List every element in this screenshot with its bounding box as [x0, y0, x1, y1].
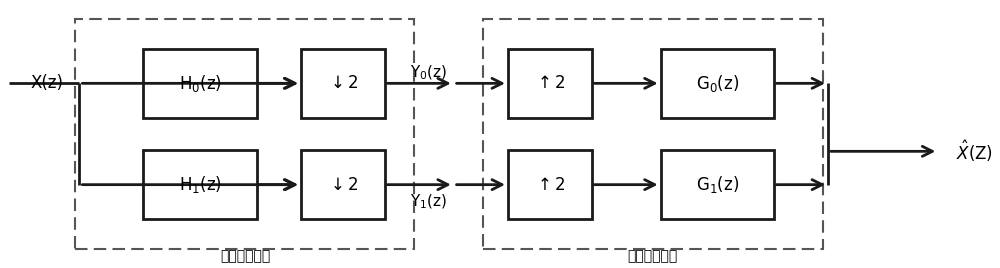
Text: $\hat{X}$(Z): $\hat{X}$(Z) — [956, 139, 993, 164]
Text: Y$_0$(z): Y$_0$(z) — [410, 64, 448, 82]
Text: $\uparrow$2: $\uparrow$2 — [534, 74, 565, 92]
Bar — [661, 150, 774, 219]
Text: $\downarrow$2: $\downarrow$2 — [327, 176, 359, 194]
Text: G$_1$(z): G$_1$(z) — [696, 174, 739, 195]
Text: H$_1$(z): H$_1$(z) — [179, 174, 222, 195]
Bar — [508, 49, 592, 118]
Bar — [508, 150, 592, 219]
Bar — [143, 49, 257, 118]
Text: Y$_1$(z): Y$_1$(z) — [410, 193, 448, 211]
Text: 分析滤波器组: 分析滤波器组 — [220, 250, 270, 264]
Text: $\downarrow$2: $\downarrow$2 — [327, 74, 359, 92]
Bar — [301, 49, 385, 118]
Bar — [661, 49, 774, 118]
Bar — [143, 150, 257, 219]
Bar — [483, 19, 823, 249]
Text: 综合滤波器组: 综合滤波器组 — [628, 250, 678, 264]
Bar — [301, 150, 385, 219]
Text: $\uparrow$2: $\uparrow$2 — [534, 176, 565, 194]
Text: G$_0$(z): G$_0$(z) — [696, 73, 739, 94]
Text: H$_0$(z): H$_0$(z) — [179, 73, 222, 94]
Text: X(z): X(z) — [30, 74, 63, 92]
Bar — [75, 19, 414, 249]
